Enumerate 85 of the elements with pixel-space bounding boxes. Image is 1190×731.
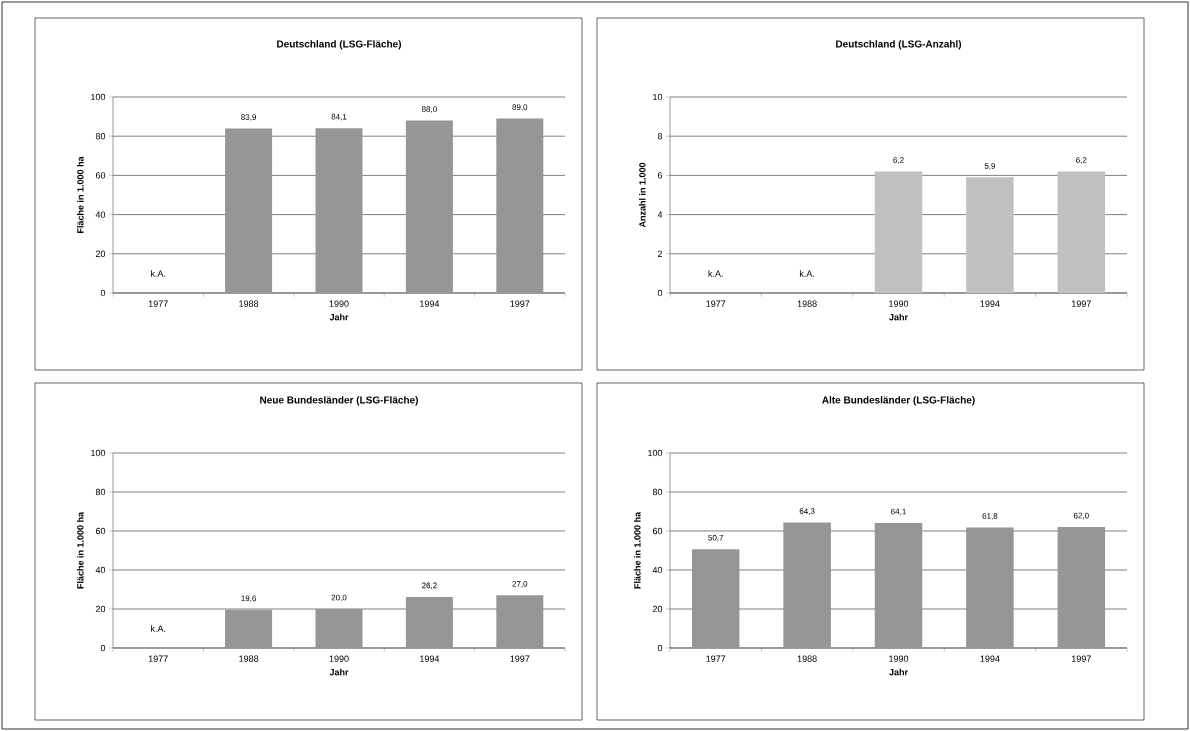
annotation: k.A. [151,270,166,277]
y-tick-label: 4 [657,211,663,218]
data-label: 19,6 [241,595,257,603]
y-tick-label: 6 [657,172,663,179]
y-tick-label: 60 [652,527,663,535]
y-tick-label: 0 [657,644,663,652]
bar [315,609,363,648]
data-label: 6,2 [1076,157,1087,164]
data-label: 64,3 [799,508,815,515]
x-axis-title: Jahr [329,668,349,676]
x-tick-label: 1988 [239,300,259,307]
x-tick-label: 1988 [797,300,817,307]
y-tick-label: 40 [652,566,663,574]
y-tick-label: 100 [91,93,106,101]
x-axis-title: Jahr [889,668,908,676]
x-tick-label: 1994 [420,300,440,307]
x-tick-label: 1977 [706,655,726,662]
x-tick-label: 1997 [510,655,530,662]
x-tick-label: 1990 [329,300,349,307]
annotation: k.A. [708,270,723,277]
data-label: 5,9 [984,163,996,170]
data-label: 62,0 [1073,512,1089,520]
data-label: 88,0 [421,106,437,113]
data-label: 27,0 [512,581,528,588]
data-label: 64,1 [891,508,906,516]
x-tick-label: 1997 [510,300,530,307]
annotation: k.A. [151,625,166,632]
x-tick-label: 1990 [889,655,909,662]
data-label: 26,2 [422,582,437,590]
y-tick-label: 60 [95,527,106,535]
data-label: 89,0 [512,104,528,111]
y-tick-label: 80 [652,488,663,496]
x-tick-label: 1994 [980,655,1000,662]
x-tick-label: 1977 [148,655,168,662]
chart-title: Deutschland (LSG-Fläche) [277,40,402,50]
y-tick-label: 20 [95,250,106,257]
data-label: 61,8 [982,513,998,520]
y-axis-title: Fläche in 1.000 ha [76,156,84,233]
bar [225,609,273,648]
y-tick-label: 20 [95,605,106,613]
x-tick-label: 1977 [148,300,168,307]
bar [496,595,544,648]
bar [405,596,453,648]
bar [783,522,831,648]
y-axis-title: Fläche in 1.000 ha [76,511,84,589]
data-label: 83,9 [241,114,256,121]
chart-title: Neue Bundesländer (LSG-Fläche) [260,396,418,406]
y-axis-title: Anzahl in 1.000 [638,162,646,228]
x-tick-label: 1988 [797,655,817,662]
chart-title: Alte Bundesländer (LSG-Fläche) [822,396,975,406]
y-tick-label: 2 [657,250,663,257]
bar [874,523,923,648]
y-tick-label: 100 [91,449,106,457]
data-label: 6,2 [893,157,904,164]
x-tick-label: 1997 [1071,300,1091,307]
data-label: 20,0 [331,594,347,602]
x-axis-title: Jahr [329,313,349,321]
x-tick-label: 1977 [706,300,726,307]
y-tick-label: 80 [95,488,106,496]
bar [966,527,1014,648]
y-axis-title: Fläche in 1.000 ha [633,511,641,589]
y-tick-label: 20 [652,605,663,613]
y-tick-label: 0 [100,644,106,652]
y-tick-label: 8 [657,133,663,140]
y-tick-label: 60 [95,172,106,179]
chart-title: Deutschland (LSG-Anzahl) [836,40,962,50]
y-tick-label: 80 [95,133,106,140]
y-tick-label: 40 [95,211,106,218]
y-tick-label: 0 [657,289,663,297]
x-tick-label: 1990 [889,300,909,307]
x-tick-label: 1990 [329,655,349,662]
y-tick-label: 0 [100,289,106,297]
bar [691,549,740,648]
x-tick-label: 1994 [420,655,440,662]
x-tick-label: 1997 [1071,655,1091,662]
x-tick-label: 1994 [980,300,1000,307]
x-tick-label: 1988 [239,655,259,662]
data-label: 84,1 [331,113,347,121]
y-tick-label: 10 [653,93,663,101]
annotation: k.A. [799,270,815,277]
y-tick-label: 40 [95,566,106,574]
y-tick-label: 100 [648,449,663,457]
data-label: 50,7 [708,534,724,542]
x-axis-title: Jahr [889,313,908,321]
bar [1057,527,1106,648]
